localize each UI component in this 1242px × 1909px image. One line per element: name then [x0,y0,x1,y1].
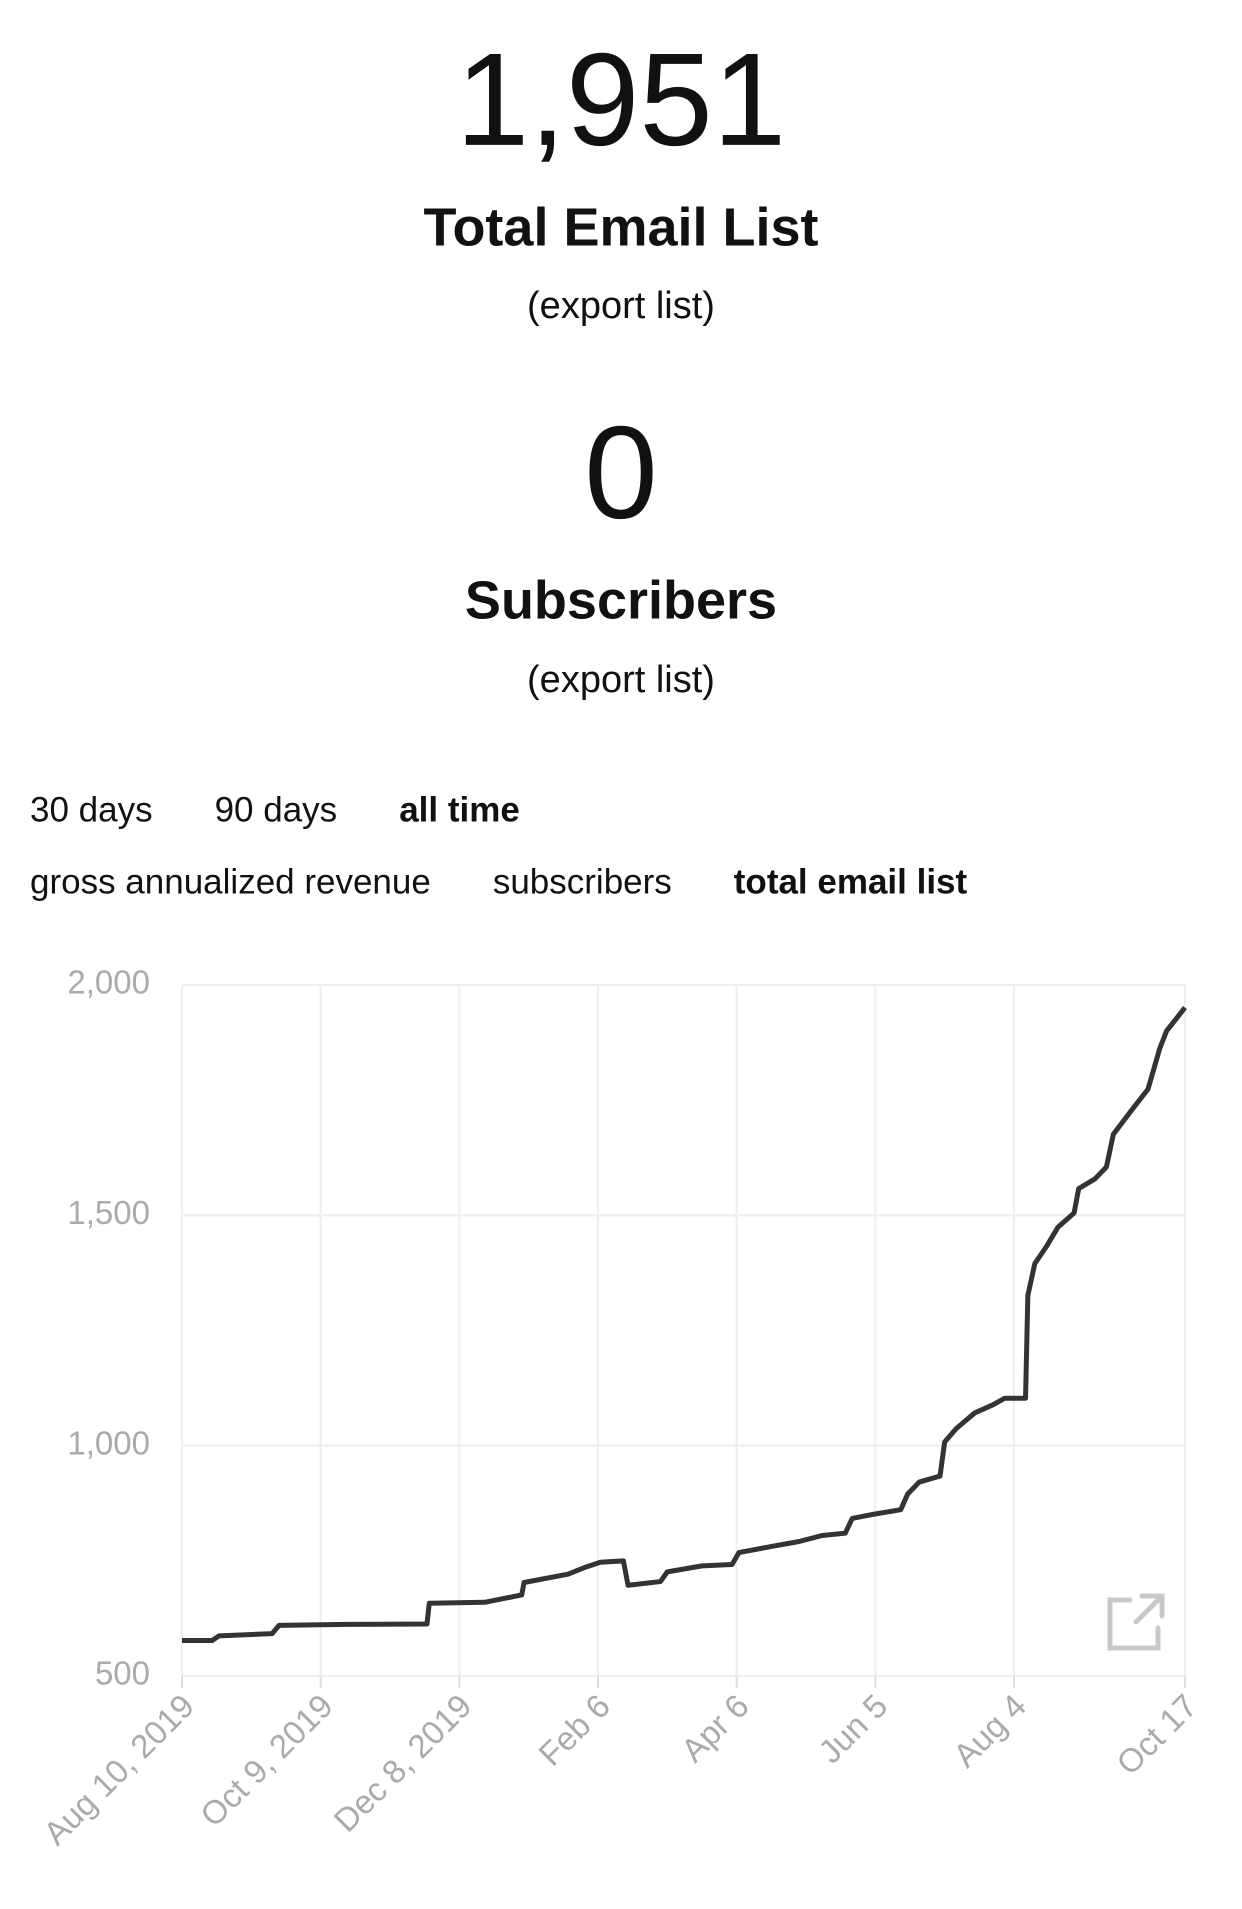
x-tick-label: Jun 5 [811,1687,894,1770]
stat-label: Subscribers [465,570,777,630]
tab[interactable]: subscribers [493,862,672,901]
x-tick-label: Apr 6 [674,1687,756,1769]
x-tick-label: Oct 17 [1109,1687,1204,1782]
metric-tabs: gross annualized revenue subscribers total… [30,862,968,901]
export-link[interactable]: (export list) [527,285,715,327]
y-tick-label: 2,000 [67,964,150,1001]
tab[interactable]: 30 days [30,790,153,829]
x-tick-label: Dec 8, 2019 [326,1687,478,1839]
range-tabs: 30 days 90 days all time [30,790,520,829]
y-tick-label: 500 [95,1655,150,1692]
x-tick-label: Aug 10, 2019 [36,1687,201,1852]
y-tick-label: 1,500 [67,1194,150,1231]
stat-value: 1,951 [456,26,786,173]
tab[interactable]: 90 days [215,790,338,829]
x-tick-label: Oct 9, 2019 [193,1687,340,1834]
tab[interactable]: all time [399,790,520,829]
x-tick-label: Aug 4 [946,1687,1033,1774]
data-line [182,1006,1187,1644]
tab[interactable]: gross annualized revenue [30,862,431,901]
stat-label: Total Email List [423,197,818,257]
x-tick-label: Feb 6 [531,1687,617,1773]
y-tick-label: 1,000 [67,1424,150,1461]
external-link-icon[interactable] [1107,1593,1165,1651]
export-link[interactable]: (export list) [527,659,715,701]
tab[interactable]: total email list [734,862,968,901]
stat-value: 0 [584,399,657,546]
